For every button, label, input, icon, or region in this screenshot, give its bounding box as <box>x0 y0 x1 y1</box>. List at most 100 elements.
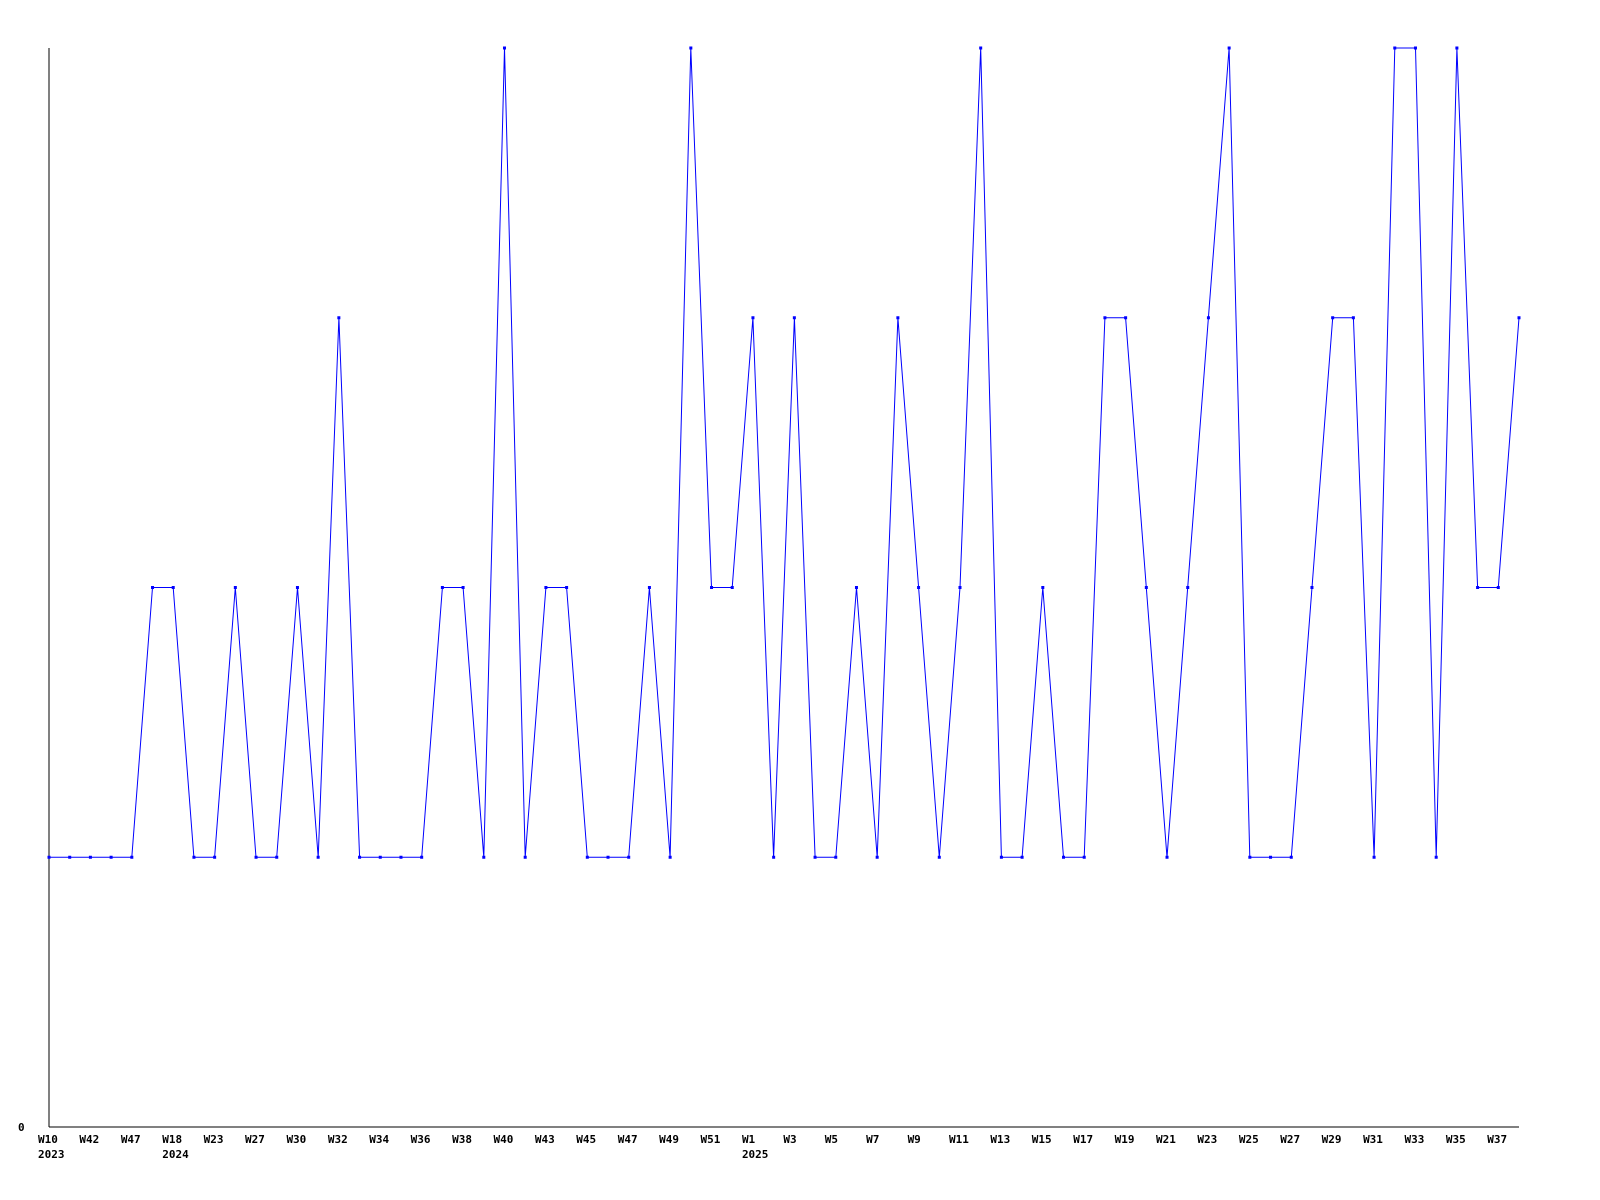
x-tick-label: W38 <box>452 1133 472 1146</box>
data-point <box>668 855 672 859</box>
data-point <box>420 855 424 859</box>
data-point <box>1413 46 1417 50</box>
data-point <box>68 855 72 859</box>
x-tick-label: W23 <box>204 1133 224 1146</box>
data-point <box>1310 586 1314 589</box>
data-line <box>49 47 1520 858</box>
x-tick-label: W51 <box>701 1133 721 1146</box>
data-point <box>337 316 341 320</box>
data-point <box>544 586 548 589</box>
data-point <box>689 46 693 50</box>
data-point <box>937 855 941 859</box>
data-point <box>1062 855 1066 859</box>
data-point <box>896 316 900 320</box>
data-point <box>710 586 714 589</box>
data-point <box>1248 855 1252 859</box>
data-point <box>316 855 320 859</box>
data-point <box>502 46 506 50</box>
data-point <box>792 316 796 320</box>
data-point <box>585 855 589 859</box>
data-point <box>192 855 196 859</box>
data-point <box>88 855 92 859</box>
data-point <box>1434 855 1438 859</box>
data-point <box>275 855 279 859</box>
data-point <box>295 586 299 589</box>
x-tick-label: W40 <box>493 1133 513 1146</box>
data-point <box>565 586 569 589</box>
data-point <box>813 855 817 859</box>
data-point <box>1186 586 1190 589</box>
x-tick-label: W49 <box>659 1133 679 1146</box>
data-point <box>130 855 134 859</box>
data-point <box>854 586 858 589</box>
data-point <box>751 316 755 320</box>
data-point <box>47 855 51 859</box>
y-tick-label: 0 <box>18 1121 25 1134</box>
data-point <box>1020 855 1024 859</box>
data-point <box>1103 316 1107 320</box>
data-point <box>254 855 258 859</box>
data-point <box>1351 316 1355 320</box>
data-point <box>772 855 776 859</box>
x-tick-label: W32 <box>328 1133 348 1146</box>
data-point <box>1041 586 1045 589</box>
data-point <box>1289 855 1293 859</box>
data-point <box>109 855 113 859</box>
data-point <box>1455 46 1459 50</box>
data-point <box>233 586 237 589</box>
data-point <box>647 586 651 589</box>
data-point <box>1124 316 1128 320</box>
x-tick-label: W21 <box>1156 1133 1176 1146</box>
data-point <box>1082 855 1086 859</box>
x-tick-label: W45 <box>576 1133 596 1146</box>
data-point <box>482 855 486 859</box>
data-point <box>1517 316 1521 320</box>
x-tick-label: W7 <box>866 1133 879 1146</box>
data-point <box>1393 46 1397 50</box>
data-point <box>834 855 838 859</box>
x-tick-label: W33 <box>1404 1133 1424 1146</box>
data-point <box>1227 46 1231 50</box>
x-tick-label: W9 <box>908 1133 921 1146</box>
x-tick-label: W13 <box>990 1133 1010 1146</box>
data-point <box>1206 316 1210 320</box>
x-tick-label: W47 <box>121 1133 141 1146</box>
x-tick-label: W10 <box>38 1133 58 1146</box>
x-year-label: 2024 <box>162 1148 189 1161</box>
data-point <box>1269 855 1273 859</box>
data-point <box>151 586 155 589</box>
x-tick-label: W5 <box>825 1133 838 1146</box>
data-point <box>730 586 734 589</box>
data-point <box>606 855 610 859</box>
x-tick-label: W36 <box>411 1133 431 1146</box>
x-tick-label: W29 <box>1322 1133 1342 1146</box>
data-point <box>399 855 403 859</box>
x-tick-label: W18 <box>162 1133 182 1146</box>
x-tick-label: W27 <box>245 1133 265 1146</box>
data-point <box>627 855 631 859</box>
x-tick-label: W42 <box>79 1133 99 1146</box>
x-tick-label: W47 <box>618 1133 638 1146</box>
x-tick-label: W37 <box>1487 1133 1507 1146</box>
x-tick-label: W27 <box>1280 1133 1300 1146</box>
x-tick-label: W11 <box>949 1133 969 1146</box>
x-tick-label: W25 <box>1239 1133 1259 1146</box>
data-point <box>378 855 382 859</box>
data-point <box>979 46 983 50</box>
x-year-label: 2023 <box>38 1148 65 1161</box>
x-tick-label: W17 <box>1073 1133 1093 1146</box>
x-tick-label: W43 <box>535 1133 555 1146</box>
data-point <box>917 586 921 589</box>
x-tick-label: W19 <box>1115 1133 1135 1146</box>
data-point <box>999 855 1003 859</box>
x-tick-label: W15 <box>1032 1133 1052 1146</box>
data-point <box>171 586 175 589</box>
x-year-label: 2025 <box>742 1148 769 1161</box>
data-point <box>1165 855 1169 859</box>
x-tick-label: W3 <box>783 1133 796 1146</box>
data-point <box>1144 586 1148 589</box>
x-tick-label: W1 <box>742 1133 756 1146</box>
x-tick-label: W30 <box>286 1133 306 1146</box>
data-point <box>1496 586 1500 589</box>
data-point <box>1331 316 1335 320</box>
